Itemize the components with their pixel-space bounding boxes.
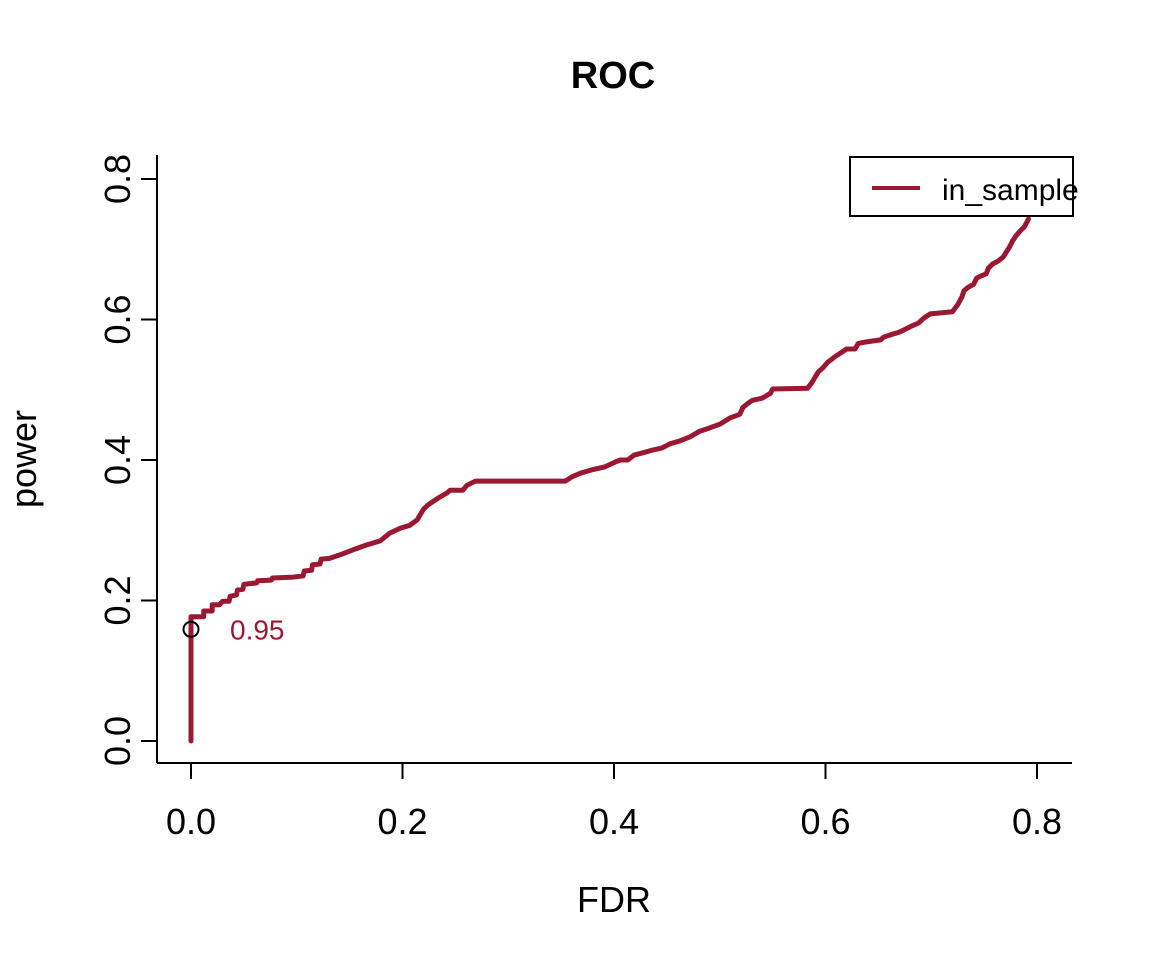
- y-tick-label: 0.2: [97, 575, 138, 625]
- y-tick-label: 0.8: [97, 154, 138, 204]
- x-axis-title: FDR: [577, 879, 651, 920]
- legend-label: in_sample: [942, 174, 1079, 207]
- x-tick-label: 0.4: [589, 801, 639, 842]
- legend: in_sample: [849, 156, 1079, 217]
- curve-layer: [188, 216, 1031, 744]
- plot-title: ROC: [571, 55, 655, 97]
- x-tick-label: 0.0: [166, 801, 216, 842]
- axis-ticks: 0.0 0.2 0.4 0.6 0.8 0.0 0.2 0.4 0.6 0.8: [97, 154, 1062, 842]
- threshold-annotation: 0.95: [230, 614, 285, 645]
- x-tick-label: 0.8: [1012, 801, 1062, 842]
- roc-curve: [188, 216, 1031, 744]
- y-tick-label: 0.4: [97, 435, 138, 485]
- x-tick-label: 0.2: [377, 801, 427, 842]
- threshold-point-marker: [182, 620, 200, 638]
- y-tick-label: 0.0: [97, 716, 138, 766]
- y-tick-label: 0.6: [97, 294, 138, 344]
- y-axis-title: power: [3, 410, 44, 508]
- x-tick-label: 0.6: [800, 801, 850, 842]
